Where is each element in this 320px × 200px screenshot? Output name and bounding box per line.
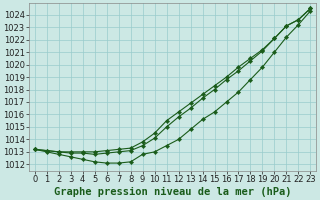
X-axis label: Graphe pression niveau de la mer (hPa): Graphe pression niveau de la mer (hPa) bbox=[54, 186, 291, 197]
